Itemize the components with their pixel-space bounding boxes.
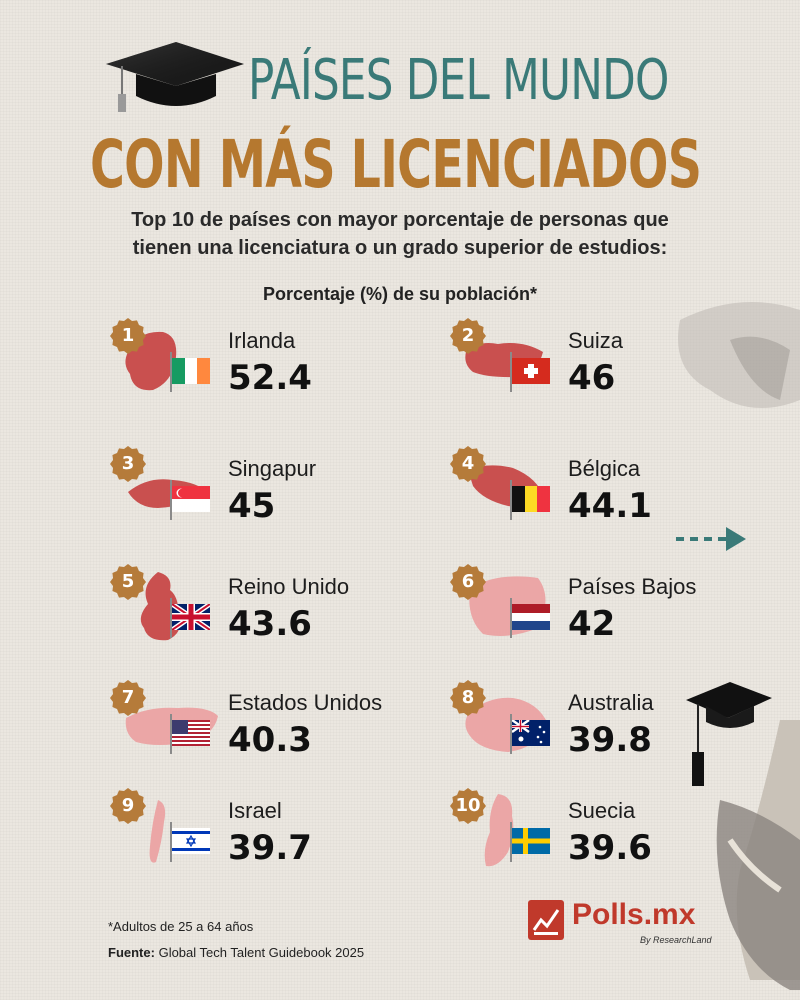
rank-badge: 2 bbox=[450, 318, 486, 354]
ranking-item: 7 Estados Unidos 40.3 bbox=[110, 680, 440, 790]
percentage-value: 39.8 bbox=[568, 720, 652, 760]
rank-number: 8 bbox=[461, 687, 475, 708]
subtitle-line-2: tienen una licenciatura o un grado super… bbox=[132, 237, 668, 259]
ranking-item: 3 Singapur 45 bbox=[110, 446, 440, 556]
rank-number: 6 bbox=[461, 571, 475, 592]
country-name: Irlanda bbox=[228, 328, 296, 353]
switzerland-flag-icon bbox=[512, 358, 550, 384]
source-label: Fuente: bbox=[108, 945, 155, 960]
flagpole bbox=[170, 352, 172, 392]
percentage-value: 39.6 bbox=[568, 828, 652, 868]
ranking-item: 4 Bélgica 44.1 bbox=[450, 446, 780, 556]
flagpole bbox=[170, 714, 172, 754]
country-name: Australia bbox=[568, 690, 654, 715]
singapore-flag-icon bbox=[172, 486, 210, 512]
country-name: Bélgica bbox=[568, 456, 641, 481]
percentage-value: 42 bbox=[568, 604, 616, 644]
belgium-flag-icon bbox=[512, 486, 550, 512]
rank-number: 2 bbox=[461, 325, 475, 346]
netherlands-flag-icon bbox=[512, 604, 550, 630]
percentage-value: 46 bbox=[568, 358, 616, 398]
rank-badge: 6 bbox=[450, 564, 486, 600]
diploma-hand-decoration bbox=[716, 720, 800, 990]
country-map-shape bbox=[140, 572, 180, 641]
ranking-item: 8 Australia 39.8 bbox=[450, 680, 780, 790]
units-label: Porcentaje (%) de su población* bbox=[262, 284, 538, 304]
ranking-item: 9 Israel 39.7 bbox=[110, 788, 440, 898]
rank-badge: 9 bbox=[110, 788, 146, 824]
israel-flag-icon bbox=[172, 828, 210, 854]
rank-number: 4 bbox=[461, 453, 475, 474]
source-line: Fuente: Global Tech Talent Guidebook 202… bbox=[108, 945, 364, 960]
flagpole bbox=[170, 598, 172, 638]
rank-badge: 7 bbox=[110, 680, 146, 716]
country-name: Singapur bbox=[228, 456, 317, 481]
rank-badge: 3 bbox=[110, 446, 146, 482]
country-name: Israel bbox=[228, 798, 282, 823]
graduation-cap-small-icon bbox=[686, 682, 772, 786]
country-name: Suecia bbox=[568, 798, 636, 823]
subtitle: Top 10 de países con mayor porcentaje de… bbox=[60, 206, 740, 262]
rank-number: 3 bbox=[121, 453, 135, 474]
rank-badge: 5 bbox=[110, 564, 146, 600]
polls-logo-subtext: By ResearchLand bbox=[640, 935, 712, 945]
sweden-flag-icon bbox=[512, 828, 550, 854]
rank-number: 7 bbox=[121, 687, 135, 708]
country-map-shape bbox=[484, 794, 514, 867]
arrow-right-icon bbox=[676, 527, 746, 551]
ranking-item: 1 Irlanda 52.4 bbox=[110, 318, 440, 428]
percentage-value: 40.3 bbox=[228, 720, 312, 760]
polls-logo-icon bbox=[528, 900, 564, 940]
flagpole bbox=[170, 822, 172, 862]
source-text: Global Tech Talent Guidebook 2025 bbox=[158, 945, 365, 960]
ranking-item: 10 Suecia 39.6 bbox=[450, 788, 780, 898]
country-name: Suiza bbox=[568, 328, 624, 353]
title-line-2: CON MÁS LICENCIADOS bbox=[90, 126, 702, 203]
percentage-value: 44.1 bbox=[568, 486, 652, 526]
usa-flag-icon bbox=[172, 720, 210, 746]
ranking-item: 5 Reino Unido 43.6 bbox=[110, 564, 440, 674]
title-line-1: PAÍSES DEL MUNDO bbox=[248, 48, 669, 113]
country-name: Estados Unidos bbox=[228, 690, 383, 715]
flagpole bbox=[510, 714, 512, 754]
australia-flag-icon bbox=[511, 718, 550, 746]
percentage-value: 45 bbox=[228, 486, 276, 526]
rank-badge: 4 bbox=[450, 446, 486, 482]
rank-badge: 8 bbox=[450, 680, 486, 716]
rank-number: 10 bbox=[455, 795, 481, 816]
country-map-shape bbox=[149, 800, 166, 863]
percentage-value: 43.6 bbox=[228, 604, 312, 644]
country-name: Países Bajos bbox=[568, 574, 697, 599]
graduation-cap-icon bbox=[106, 42, 244, 112]
flagpole bbox=[510, 480, 512, 520]
ranking-item: 6 Países Bajos 42 bbox=[450, 564, 780, 674]
rank-badge: 1 bbox=[110, 318, 146, 354]
rank-number: 5 bbox=[121, 571, 135, 592]
ranking-item: 2 Suiza 46 bbox=[450, 318, 780, 428]
footnote: *Adultos de 25 a 64 años bbox=[108, 919, 254, 934]
rank-badge: 10 bbox=[450, 788, 486, 824]
flagpole bbox=[510, 352, 512, 392]
polls-logo-text: Polls.mx bbox=[572, 898, 696, 931]
uk-flag-icon bbox=[170, 601, 212, 633]
flagpole bbox=[510, 822, 512, 862]
percentage-value: 39.7 bbox=[228, 828, 312, 868]
ireland-flag-icon bbox=[172, 358, 210, 384]
percentage-value: 52.4 bbox=[228, 358, 312, 398]
subtitle-line-1: Top 10 de países con mayor porcentaje de… bbox=[131, 209, 669, 231]
rank-number: 1 bbox=[121, 325, 135, 346]
flagpole bbox=[170, 480, 172, 520]
rank-number: 9 bbox=[121, 795, 135, 816]
faded-cap-decoration bbox=[678, 302, 800, 408]
country-name: Reino Unido bbox=[228, 574, 350, 599]
flagpole bbox=[510, 598, 512, 638]
